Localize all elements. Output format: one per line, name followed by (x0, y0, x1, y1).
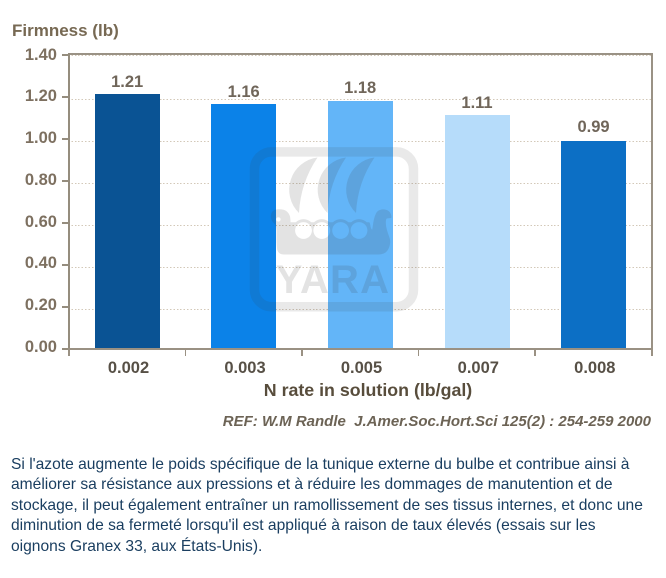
svg-text:YARA: YARA (276, 258, 390, 302)
